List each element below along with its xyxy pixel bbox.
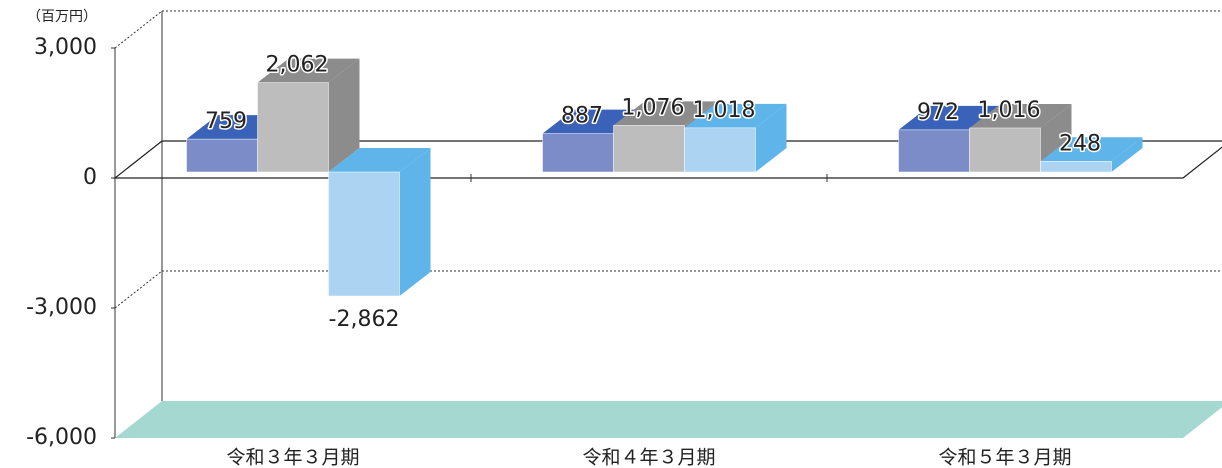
value-label: 759 [205,109,247,134]
y-tick-label: -3,000 [26,295,97,320]
grid-line [114,270,163,309]
bar-front [328,171,400,297]
bar-side [755,103,787,172]
value-label: 1,076 [622,95,685,120]
bar-top [613,101,716,126]
bar [257,58,360,173]
bar [328,148,431,297]
bar [684,103,787,173]
bar-side [399,148,431,297]
value-label: 887 [561,104,603,129]
bar-top [257,58,360,83]
y-tick-label: 0 [83,165,97,190]
x-tick-label: 令和４年３月期 [582,447,715,468]
value-label: -2,862 [329,307,400,332]
bar [1040,137,1143,173]
bar-side [328,58,360,172]
y-tick-label: 3,000 [34,35,97,60]
bar-top [684,103,787,128]
bar-front [1040,161,1112,173]
value-label: 2,062 [266,53,329,78]
bar-front [542,133,614,173]
bar-top [328,148,431,172]
floor [115,401,1222,438]
bar-front [613,125,685,173]
bar-top [969,103,1072,128]
bar-top [1040,137,1143,162]
x-tick-label: 令和３年３月期 [226,447,359,468]
bar-side [1040,103,1072,172]
bar-front [969,127,1041,173]
value-label: 248 [1059,131,1101,156]
y-tick-label: -6,000 [26,425,97,450]
value-label: 1,016 [978,98,1041,123]
bar-front [257,82,329,173]
bar-front [186,138,258,173]
unit-label: （百万円） [27,9,97,25]
bar-front [684,127,756,173]
bar [969,103,1072,173]
bar-front [898,129,970,173]
bar-side [1111,137,1143,172]
grid-line [114,10,163,49]
value-label: 972 [917,100,959,125]
x-tick-label: 令和５年３月期 [938,447,1071,468]
value-label: 1,018 [693,98,756,123]
